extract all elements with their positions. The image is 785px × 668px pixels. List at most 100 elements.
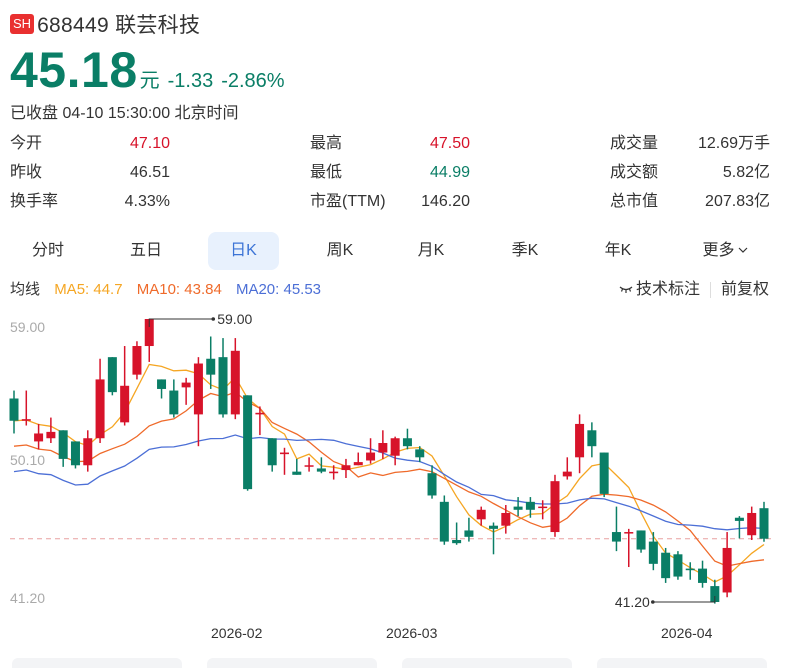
candle-body <box>624 532 634 534</box>
chart-tools: 技术标注 前复权 <box>619 279 775 301</box>
tab-quarterly-k[interactable]: 季K <box>497 232 553 270</box>
candle-body <box>587 430 597 447</box>
x-axis-label: 2026-02 <box>211 625 263 640</box>
kline-svg[interactable]: 59.00 50.10 41.20 2026-02 2026-03 2026-04 59.0… <box>0 305 785 641</box>
candle-body <box>58 430 68 459</box>
candle-body <box>562 471 572 477</box>
x-axis-label: 2026-04 <box>661 625 713 640</box>
bottom-cards <box>0 658 785 668</box>
stat-label: 昨收 <box>10 164 43 181</box>
stat-label: 最低 <box>310 164 343 181</box>
candle-body <box>513 506 523 510</box>
candle-body <box>525 501 535 510</box>
min-annotation-line <box>652 596 716 603</box>
candle-body <box>218 357 228 415</box>
candle-body <box>9 398 19 421</box>
bottom-card[interactable] <box>207 658 377 668</box>
ma10-line <box>13 391 765 567</box>
candle-body <box>193 363 203 415</box>
candle-body <box>70 441 80 466</box>
stat-value: 46.51 <box>129 164 170 181</box>
stat-open: 今开 47.10 <box>10 133 170 155</box>
candle-body <box>132 346 142 375</box>
tech-annotation-button[interactable]: 技术标注 <box>619 279 700 301</box>
tab-label: 五日 <box>129 242 162 259</box>
candle-body <box>230 350 240 415</box>
price-change-pct: -2.86% <box>221 70 285 92</box>
stat-label: 总市值 <box>610 193 659 210</box>
candle-body <box>538 506 548 509</box>
candle-body <box>685 568 695 571</box>
title-row: SH 688449 联芸科技 <box>10 9 200 39</box>
candle-body <box>464 530 474 537</box>
tab-label: 季K <box>511 242 539 259</box>
candle-body <box>747 512 757 536</box>
current-price: 45.18 <box>10 42 138 98</box>
stat-pe-ttm: 市盈(TTM) 146.20 <box>310 191 470 213</box>
ma20-line <box>13 434 765 531</box>
min-annotation-dot <box>651 600 655 604</box>
tab-five-day[interactable]: 五日 <box>118 232 174 270</box>
candle-body <box>636 530 646 550</box>
candle-body <box>599 452 609 494</box>
candle-body <box>439 501 449 542</box>
adjust-button[interactable]: 前复权 <box>720 281 769 298</box>
tab-daily-k[interactable]: 日K <box>208 232 279 270</box>
candle-body <box>734 517 744 521</box>
min-annotation-label: 41.20 <box>615 594 650 610</box>
price-change: -1.33 <box>167 70 214 92</box>
tab-intraday[interactable]: 分时 <box>22 232 74 270</box>
max-annotation-line <box>148 318 214 327</box>
candle-body <box>292 471 302 475</box>
ma-legend: 均线 MA5: 44.7 MA10: 43.84 MA20: 45.53 技术标… <box>10 279 775 301</box>
bottom-card[interactable] <box>402 658 572 668</box>
candle-body <box>489 525 499 529</box>
stat-value: 12.69万手 <box>697 135 770 152</box>
market-badge: SH <box>10 14 35 34</box>
eye-closed-icon <box>619 279 633 301</box>
tech-annotation-label: 技术标注 <box>635 281 700 298</box>
stat-label: 成交额 <box>610 164 659 181</box>
stat-low: 最低 44.99 <box>310 162 470 184</box>
tab-yearly-k[interactable]: 年K <box>590 232 646 270</box>
candle-body <box>402 438 412 447</box>
candle-body <box>34 433 44 442</box>
stock-title: 688449 联芸科技 <box>37 14 201 37</box>
tab-label: 周K <box>326 242 354 259</box>
tab-label: 更多 <box>702 242 735 260</box>
bottom-card[interactable] <box>12 658 182 668</box>
stat-label: 换手率 <box>10 193 59 210</box>
chevron-down-icon <box>738 232 748 270</box>
candle-body <box>575 423 585 458</box>
ma5-value: MA5: 44.7 <box>54 281 123 298</box>
ma20-value: MA20: 45.53 <box>235 281 322 298</box>
candle-body <box>353 462 363 466</box>
tab-more[interactable]: 更多 <box>690 232 760 270</box>
tab-label: 分时 <box>31 242 64 259</box>
y-axis-label: 59.00 <box>10 319 45 335</box>
x-axis-label: 2026-03 <box>386 625 438 640</box>
y-axis-label: 50.10 <box>10 452 45 468</box>
tab-monthly-k[interactable]: 月K <box>403 232 459 270</box>
stat-high: 最高 47.50 <box>310 133 470 155</box>
candle-body <box>452 539 462 544</box>
stat-value: 44.99 <box>429 164 470 181</box>
max-annotation-dot <box>211 317 216 321</box>
candle-body <box>722 547 732 593</box>
kline-chart[interactable]: 59.00 50.10 41.20 2026-02 2026-03 2026-04 59.0… <box>0 305 785 641</box>
candle-body <box>661 552 671 579</box>
candle-body <box>267 438 277 466</box>
stat-value: 207.83亿 <box>705 193 770 210</box>
candle-body <box>427 473 437 496</box>
tab-label: 年K <box>604 242 632 259</box>
tab-weekly-k[interactable]: 周K <box>312 232 368 270</box>
candle-body <box>157 379 167 389</box>
bottom-card[interactable] <box>597 658 767 668</box>
candle-body <box>83 438 93 466</box>
candle-body <box>698 568 708 583</box>
candle-body <box>169 390 179 415</box>
stat-amount: 成交额 5.82亿 <box>610 162 770 184</box>
stat-value: 47.10 <box>129 135 170 152</box>
candle-body <box>329 471 339 474</box>
stat-value: 47.50 <box>429 135 470 152</box>
